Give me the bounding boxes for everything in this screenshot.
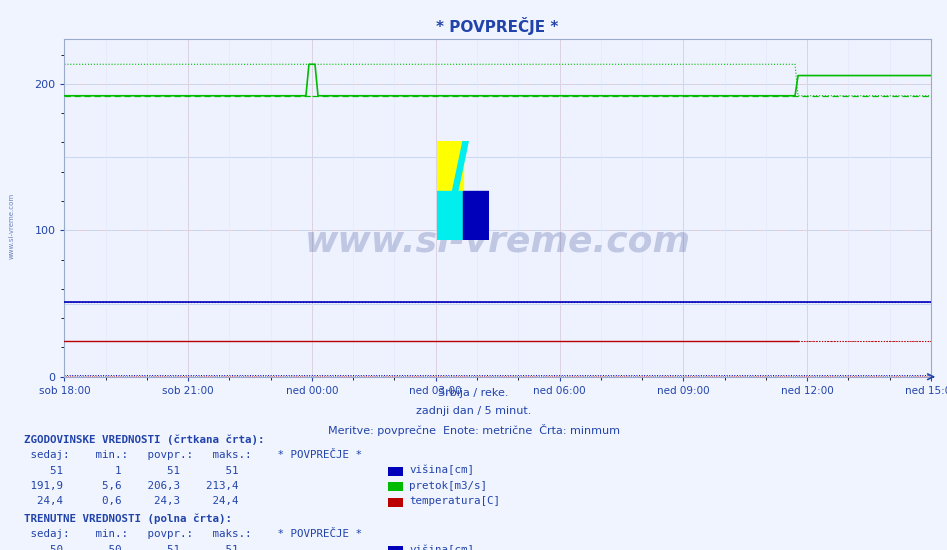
Text: Srbija / reke.: Srbija / reke.	[438, 388, 509, 398]
Polygon shape	[463, 191, 489, 240]
Text: 191,9      5,6    206,3    213,4: 191,9 5,6 206,3 213,4	[24, 481, 239, 491]
Text: sedaj:    min.:   povpr.:   maks.:    * POVPREČJE *: sedaj: min.: povpr.: maks.: * POVPREČJE …	[24, 527, 362, 540]
Text: ZGODOVINSKE VREDNOSTI (črtkana črta):: ZGODOVINSKE VREDNOSTI (črtkana črta):	[24, 434, 264, 445]
Bar	[437, 141, 463, 191]
Polygon shape	[442, 141, 468, 240]
Text: sedaj:    min.:   povpr.:   maks.:    * POVPREČJE *: sedaj: min.: povpr.: maks.: * POVPREČJE …	[24, 448, 362, 460]
Polygon shape	[437, 191, 463, 240]
Text: zadnji dan / 5 minut.: zadnji dan / 5 minut.	[416, 406, 531, 416]
Text: temperatura[C]: temperatura[C]	[409, 496, 500, 507]
Text: Meritve: povprečne  Enote: metrične  Črta: minmum: Meritve: povprečne Enote: metrične Črta:…	[328, 424, 619, 436]
Text: TRENUTNE VREDNOSTI (polna črta):: TRENUTNE VREDNOSTI (polna črta):	[24, 514, 232, 524]
Title: * POVPREČJE *: * POVPREČJE *	[437, 16, 559, 35]
Text: pretok[m3/s]: pretok[m3/s]	[409, 481, 487, 491]
Text: www.si-vreme.com: www.si-vreme.com	[305, 224, 690, 258]
Text: 51        1       51       51: 51 1 51 51	[24, 465, 239, 476]
Text: 24,4      0,6     24,3     24,4: 24,4 0,6 24,3 24,4	[24, 496, 239, 507]
Text: višina[cm]: višina[cm]	[409, 465, 474, 476]
Text: www.si-vreme.com: www.si-vreme.com	[9, 192, 14, 258]
Text: 50       50       51       51: 50 50 51 51	[24, 544, 239, 550]
Text: višina[cm]: višina[cm]	[409, 544, 474, 550]
